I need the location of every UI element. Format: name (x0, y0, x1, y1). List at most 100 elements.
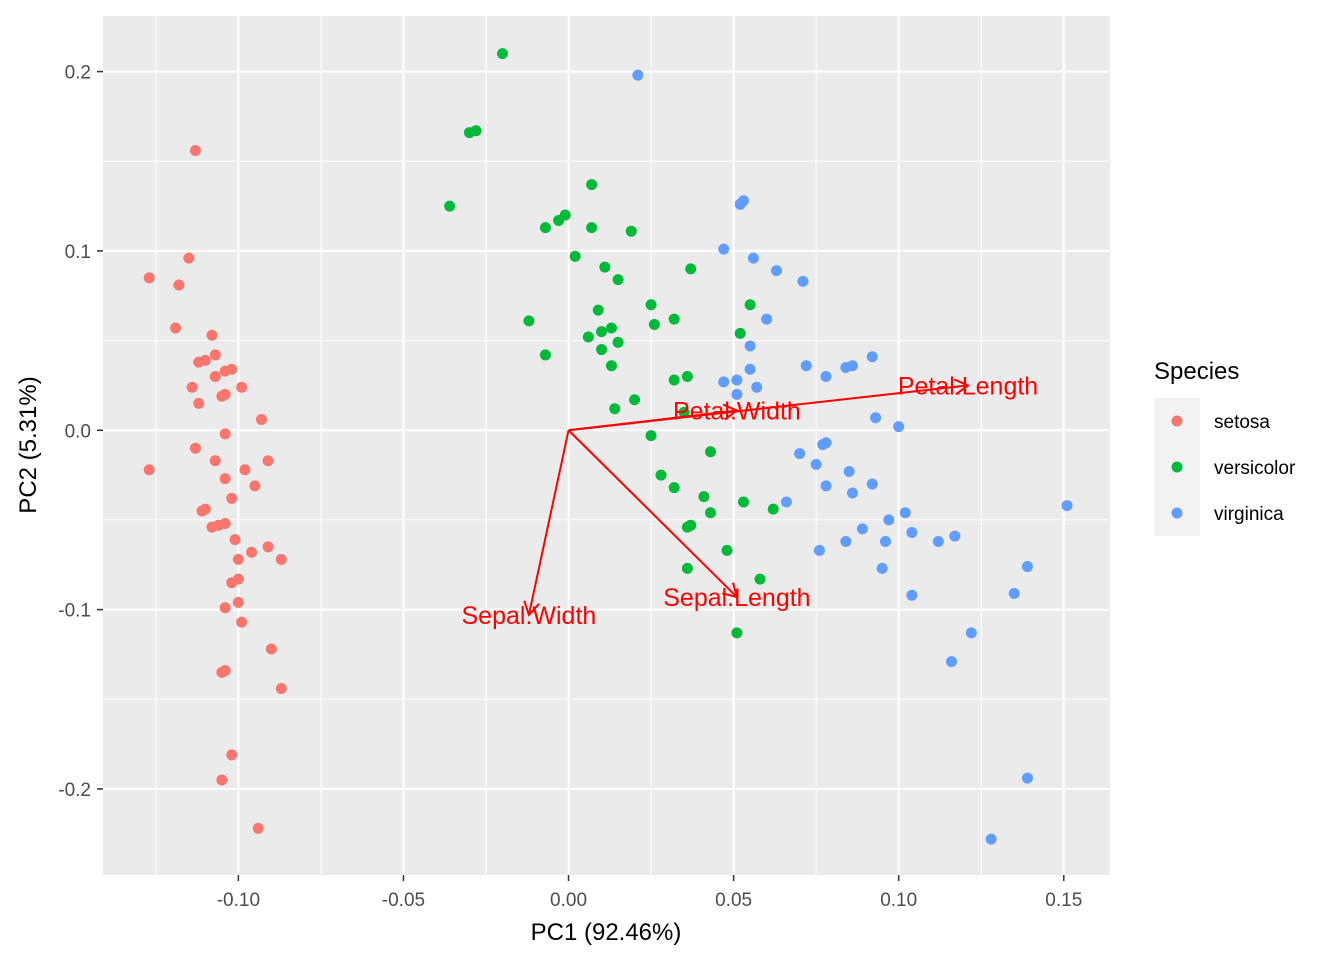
data-point (612, 274, 624, 286)
y-tick-label: -0.1 (58, 601, 91, 622)
data-point (196, 505, 208, 517)
data-point (582, 331, 594, 343)
data-point (843, 466, 855, 478)
data-point (817, 439, 829, 451)
data-point (648, 318, 660, 330)
data-point (206, 329, 218, 341)
data-point (249, 480, 261, 492)
grid-minor (103, 16, 1110, 875)
data-point (721, 544, 733, 556)
data-point (216, 774, 228, 786)
series-versicolor (444, 48, 779, 639)
legend-item-setosa: setosa (1154, 398, 1270, 444)
data-point (612, 336, 624, 348)
data-point (605, 322, 617, 334)
data-point (275, 682, 287, 694)
y-tick-label: 0.1 (65, 242, 91, 263)
data-point (444, 200, 456, 212)
data-point (678, 406, 690, 418)
data-point (744, 340, 756, 352)
data-point (1021, 772, 1033, 784)
data-point (255, 413, 267, 425)
data-point (761, 313, 773, 325)
data-point (219, 473, 231, 485)
data-point (209, 455, 221, 467)
data-point (226, 749, 238, 761)
data-point (751, 381, 763, 393)
data-point (840, 361, 852, 373)
data-point (794, 448, 806, 460)
data-point (186, 381, 198, 393)
data-point (239, 464, 251, 476)
data-point (219, 365, 231, 377)
data-point (605, 360, 617, 372)
legend-item-virginica: virginica (1154, 490, 1284, 536)
data-point (870, 412, 882, 424)
data-point (655, 469, 667, 481)
data-point (846, 487, 858, 499)
data-point (985, 833, 997, 845)
legend-swatch (1171, 415, 1183, 427)
data-point (754, 573, 766, 585)
y-tick-label: -0.2 (58, 780, 91, 801)
data-point (143, 464, 155, 476)
x-axis-title: PC1 (92.46%) (531, 919, 682, 946)
data-point (265, 643, 277, 655)
x-axis-ticks: -0.10 -0.05 0.00 0.05 0.10 0.15 (217, 875, 1082, 911)
data-point (219, 602, 231, 614)
data-point (226, 492, 238, 504)
data-point (879, 535, 891, 547)
series-setosa (143, 144, 287, 834)
data-point (216, 390, 228, 402)
data-point (599, 261, 611, 273)
y-axis-ticks: -0.2 -0.1 0.0 0.1 0.2 (58, 63, 103, 801)
data-point (731, 627, 743, 639)
data-point (681, 562, 693, 574)
data-point (252, 822, 264, 834)
data-point (668, 374, 680, 386)
data-point (645, 430, 657, 442)
data-point (523, 315, 535, 327)
data-point (1008, 587, 1020, 599)
data-point (209, 370, 221, 382)
data-point (668, 313, 680, 325)
data-point (681, 521, 693, 533)
legend-title: Species (1154, 358, 1239, 385)
loading-arrow-head (722, 582, 739, 599)
data-point (738, 496, 750, 508)
data-point (569, 250, 581, 262)
data-point (236, 381, 248, 393)
data-point (932, 535, 944, 547)
data-point (949, 530, 961, 542)
data-point (193, 397, 205, 409)
data-point (219, 428, 231, 440)
legend: Species setosa versicolor virginica (1154, 358, 1296, 536)
data-point (592, 304, 604, 316)
data-point (906, 526, 918, 538)
data-point (625, 225, 637, 237)
loading-label: Sepal.Length (663, 584, 810, 612)
y-axis-title: PC2 (5.31%) (15, 376, 42, 513)
data-point (965, 627, 977, 639)
data-point (906, 589, 918, 601)
data-point (262, 455, 274, 467)
data-point (226, 577, 238, 589)
data-point (596, 326, 608, 338)
data-point (209, 349, 221, 361)
loading-label: Petal.Width (673, 398, 801, 426)
data-point (780, 496, 792, 508)
data-point (893, 421, 905, 433)
data-point (718, 376, 730, 388)
data-point (668, 482, 680, 494)
data-point (876, 562, 888, 574)
data-point (797, 275, 809, 287)
legend-swatch (1171, 507, 1183, 519)
x-tick-label: -0.05 (382, 890, 425, 911)
loading-arrow-shaft (527, 430, 570, 616)
loading-label: Sepal.Width (462, 602, 597, 630)
x-tick-label: 0.15 (1045, 890, 1082, 911)
legend-items: setosa versicolor virginica (1154, 398, 1296, 536)
loading-arrow: Petal.Width (568, 398, 801, 432)
legend-label: setosa (1214, 412, 1270, 433)
